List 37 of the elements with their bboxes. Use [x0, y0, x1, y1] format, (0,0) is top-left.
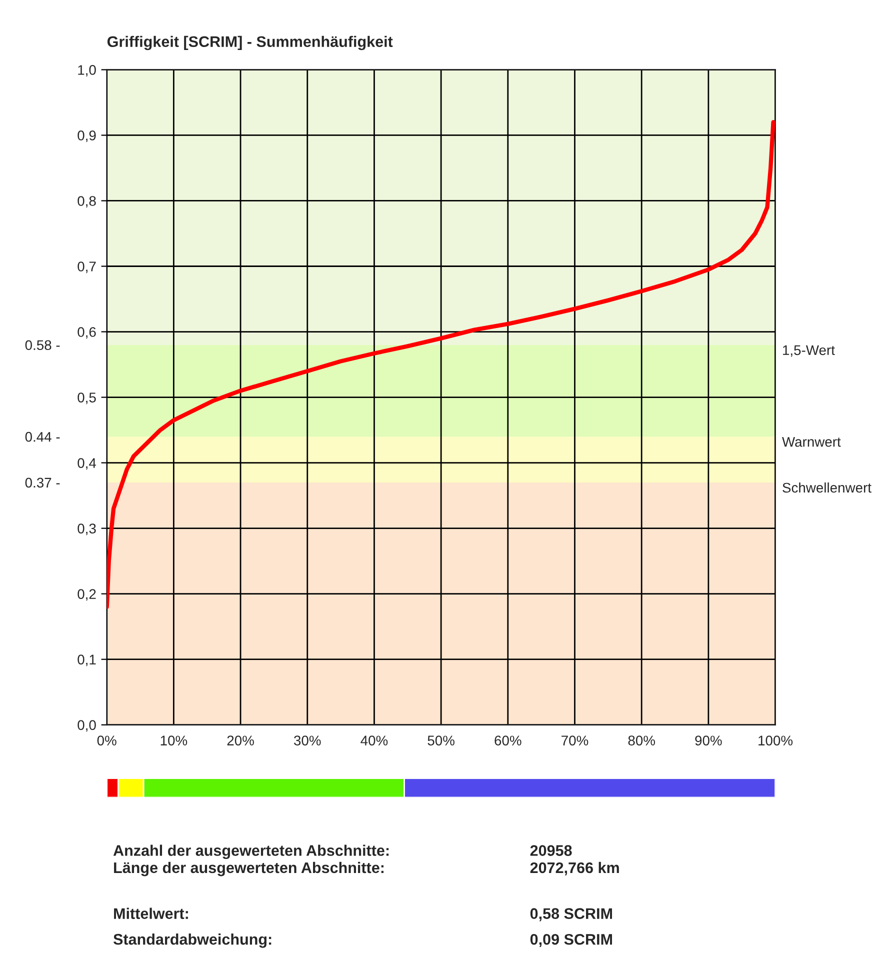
x-tick-label: 10% [160, 736, 188, 746]
x-tick-label: 50% [428, 736, 454, 746]
y-tick-label: 0,1 [78, 654, 96, 666]
y-tick-label: 1,0 [78, 65, 96, 77]
y-tick-label: 0,5 [78, 392, 96, 404]
x-tick-label: 70% [562, 736, 588, 746]
text: Standardabweichung: [113, 934, 272, 948]
y-tick-label: 0,6 [78, 327, 96, 339]
x-tick-label: 60% [494, 736, 522, 746]
text: 0,58 SCRIM [530, 908, 612, 922]
x-tick-label: 40% [360, 736, 388, 746]
y2-tick-label: 0.58 - [25, 340, 60, 350]
band-label: 1,5-Wert [783, 345, 835, 357]
chart-title: Griffigkeit [SCRIM] - Summenhäufigkeit [107, 36, 393, 50]
text: 20958 [530, 845, 572, 856]
y-tick-label: 0,3 [78, 524, 96, 536]
text: Anzahl der ausgewerteten Abschnitte: [113, 844, 389, 860]
y-tick-label: 0,7 [78, 262, 96, 274]
band-label: Warnwert [782, 437, 841, 447]
text: Mittelwert: [114, 908, 188, 919]
text: 0,09 SCRIM [530, 934, 612, 947]
band-label: Schwellenwert [782, 482, 872, 493]
y-tick-label: 0,4 [78, 458, 96, 470]
x-tick-label: 90% [695, 736, 722, 746]
x-tick-label: 100% [758, 736, 793, 746]
y-tick-label: 0,2 [78, 589, 96, 601]
x-tick-label: 20% [227, 736, 254, 746]
y2-tick-label: 0.37 - [25, 478, 60, 488]
x-tick-label: 30% [294, 736, 321, 746]
text: Länge der ausgewerteten Abschnitte: [114, 862, 384, 876]
y2-tick-label: 0.44 - [25, 432, 60, 442]
y-tick-label: 0,8 [78, 196, 96, 208]
x-tick-label: 0% [97, 736, 116, 746]
text: 2072,766 km [530, 862, 619, 876]
x-tick-label: 80% [628, 736, 655, 746]
y-tick-label: 0,9 [78, 130, 96, 142]
y-tick-label: 0,0 [78, 720, 96, 732]
